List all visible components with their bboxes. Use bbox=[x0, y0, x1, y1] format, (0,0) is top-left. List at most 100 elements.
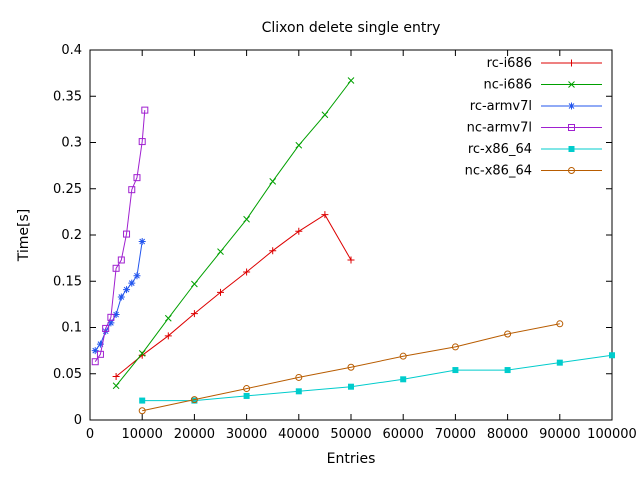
y-tick-label: 0.15 bbox=[53, 274, 82, 289]
series-rc-x86_64-marker bbox=[452, 367, 459, 374]
x-tick-label: 70000 bbox=[435, 427, 476, 442]
series-rc-i686-line bbox=[115, 213, 352, 377]
legend-label-nc-x86_64: nc-x86_64 bbox=[465, 164, 532, 179]
series-rc-x86_64-marker bbox=[295, 388, 302, 395]
x-tick-label: 100000 bbox=[587, 427, 637, 442]
series-rc-x86_64-marker bbox=[243, 392, 250, 399]
series-rc-armv7l-marker bbox=[117, 293, 125, 301]
series-rc-i686-marker bbox=[269, 247, 277, 255]
x-axis-label: Entries bbox=[326, 451, 376, 467]
series-rc-armv7l-marker bbox=[96, 340, 104, 348]
series-rc-x86_64-marker bbox=[191, 397, 198, 404]
legend-marker-nc-x86_64 bbox=[568, 167, 575, 174]
series-rc-x86_64-line bbox=[142, 354, 613, 402]
y-tick-label: 0.1 bbox=[61, 321, 82, 336]
series-rc-i686-marker bbox=[164, 332, 172, 340]
series-nc-armv7l-marker bbox=[133, 174, 141, 182]
series-nc-i686-marker bbox=[347, 77, 355, 84]
series-nc-x86_64-marker bbox=[504, 330, 512, 338]
series-nc-x86_64-marker bbox=[243, 385, 251, 393]
series-nc-armv7l-line bbox=[94, 110, 146, 362]
legend-label-rc-armv7l: rc-armv7l bbox=[470, 99, 532, 114]
y-tick-label: 0 bbox=[74, 413, 82, 428]
series-rc-x86_64-marker bbox=[504, 367, 511, 374]
series-rc-armv7l-marker bbox=[123, 286, 131, 294]
series-rc-armv7l-marker bbox=[128, 279, 136, 287]
series-nc-armv7l-marker bbox=[128, 186, 136, 194]
x-tick-label: 20000 bbox=[174, 427, 215, 442]
series-rc-i686-marker bbox=[217, 288, 224, 296]
series-nc-i686-marker bbox=[243, 215, 250, 223]
series-rc-x86_64-marker bbox=[348, 383, 354, 390]
series-nc-x86_64-marker bbox=[138, 407, 146, 415]
y-axis-label: Time[s] bbox=[16, 208, 32, 262]
legend-label-nc-armv7l: nc-armv7l bbox=[467, 121, 532, 136]
series-nc-armv7l-marker bbox=[123, 230, 131, 238]
series-rc-armv7l-marker bbox=[138, 237, 146, 245]
series-nc-x86_64-marker bbox=[347, 363, 355, 371]
series-rc-x86_64-marker bbox=[609, 352, 615, 359]
series-rc-x86_64-marker bbox=[556, 359, 563, 366]
series-nc-i686-marker bbox=[164, 314, 172, 322]
series-rc-armv7l-marker bbox=[133, 272, 141, 280]
x-tick-label: 80000 bbox=[487, 427, 528, 442]
y-tick-label: 0.2 bbox=[61, 228, 82, 243]
legend-marker-rc-x86_64 bbox=[568, 146, 575, 152]
series-nc-armv7l-marker bbox=[96, 350, 104, 358]
series-nc-x86_64-line bbox=[142, 323, 560, 412]
series-rc-i686-marker bbox=[243, 268, 251, 276]
x-tick-label: 30000 bbox=[226, 427, 267, 442]
series-nc-i686-marker bbox=[321, 111, 329, 119]
series-rc-armv7l-marker bbox=[107, 319, 115, 327]
series-nc-i686-line bbox=[115, 80, 352, 387]
series-nc-i686-marker bbox=[191, 280, 198, 288]
chart-title: Clixon delete single entry bbox=[261, 20, 441, 36]
series-rc-i686-marker bbox=[295, 227, 303, 235]
legend-marker-rc-armv7l bbox=[568, 102, 575, 110]
series-rc-x86_64-marker bbox=[139, 397, 146, 404]
series-rc-i686-marker bbox=[321, 211, 329, 219]
series-nc-i686-marker bbox=[269, 177, 277, 185]
series-rc-x86_64-marker bbox=[400, 376, 407, 383]
x-tick-label: 50000 bbox=[330, 427, 371, 442]
y-tick-label: 0.35 bbox=[53, 89, 82, 104]
series-rc-armv7l-marker bbox=[112, 311, 120, 319]
series-nc-armv7l-marker bbox=[138, 138, 146, 146]
x-tick-label: 0 bbox=[86, 427, 94, 442]
series-rc-armv7l-line bbox=[94, 241, 143, 351]
legend-label-nc-i686: nc-i686 bbox=[483, 78, 532, 93]
legend-label-rc-i686: rc-i686 bbox=[487, 56, 532, 71]
series-rc-armv7l-marker bbox=[91, 347, 99, 355]
series-nc-x86_64-marker bbox=[295, 373, 303, 381]
legend-marker-rc-i686 bbox=[568, 59, 575, 67]
series-rc-i686-marker bbox=[112, 373, 120, 381]
series-nc-x86_64-marker bbox=[190, 396, 198, 404]
y-tick-label: 0.4 bbox=[61, 43, 82, 58]
x-tick-label: 40000 bbox=[278, 427, 319, 442]
series-nc-i686-marker bbox=[138, 350, 146, 357]
series-nc-armv7l-marker bbox=[91, 358, 99, 366]
legend-marker-nc-i686 bbox=[568, 81, 575, 88]
series-rc-i686-marker bbox=[190, 310, 198, 318]
x-tick-label: 10000 bbox=[122, 427, 163, 442]
x-tick-label: 90000 bbox=[539, 427, 580, 442]
y-tick-label: 0.3 bbox=[61, 136, 82, 151]
series-nc-armv7l-marker bbox=[107, 313, 115, 321]
series-nc-armv7l-marker bbox=[112, 264, 120, 272]
series-nc-armv7l-marker bbox=[117, 256, 125, 264]
series-nc-i686-marker bbox=[295, 141, 303, 149]
series-nc-x86_64-marker bbox=[556, 320, 564, 328]
series-nc-x86_64-marker bbox=[399, 352, 407, 360]
y-tick-label: 0.05 bbox=[53, 367, 82, 382]
series-nc-x86_64-marker bbox=[451, 343, 459, 351]
series-nc-i686-marker bbox=[112, 382, 120, 390]
series-nc-armv7l-marker bbox=[141, 106, 149, 114]
legend-label-rc-x86_64: rc-x86_64 bbox=[468, 142, 532, 157]
x-tick-label: 60000 bbox=[383, 427, 424, 442]
series-nc-i686-marker bbox=[217, 248, 224, 256]
series-rc-i686-marker bbox=[347, 256, 355, 264]
series-nc-armv7l-marker bbox=[102, 324, 110, 332]
legend-marker-nc-armv7l bbox=[568, 124, 575, 131]
